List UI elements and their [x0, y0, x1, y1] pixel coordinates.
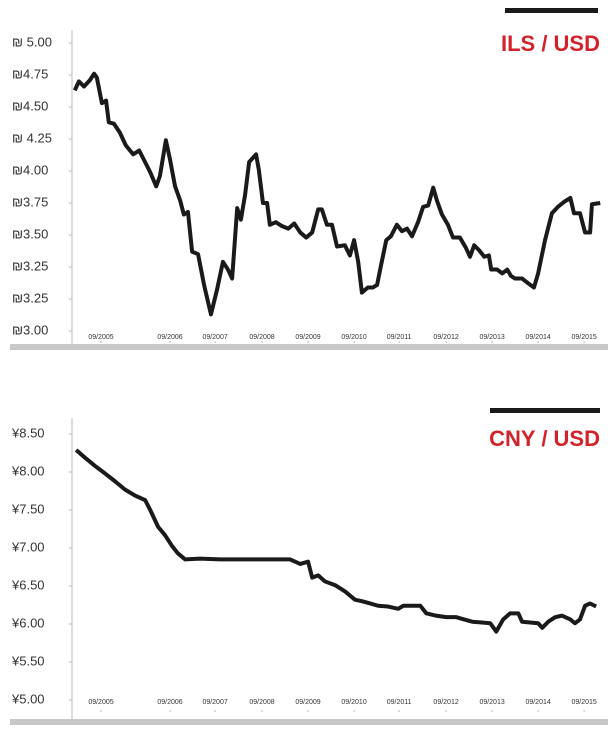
title-bar [490, 408, 600, 413]
x-tick-label: 09/2005 [88, 699, 113, 706]
x-tick-label: 09/2011 [387, 699, 412, 706]
bottom-band [10, 719, 608, 725]
title-bar [505, 8, 598, 13]
y-tick-label: ₪ 4.25 [12, 130, 52, 145]
x-tick-label: 09/2013 [479, 334, 504, 341]
x-tick-label: 09/2010 [341, 699, 366, 706]
y-tick-label: ¥7.00 [11, 539, 45, 554]
line [72, 71, 601, 317]
y-tick-label: ¥6.50 [11, 577, 45, 592]
y-tick-label: ¥5.00 [11, 691, 45, 706]
x-tick-label: 09/2009 [295, 699, 320, 706]
x-tick-label: 09/2008 [249, 699, 274, 706]
y-tick-label: ¥7.50 [11, 501, 45, 516]
chart-title: CNY / USD [489, 426, 600, 451]
x-tick-label: 09/2012 [433, 334, 458, 341]
y-tick-label: ₪4.75 [12, 66, 48, 81]
y-tick-label: ₪4.50 [12, 98, 48, 113]
x-tick-label: 09/2006 [157, 334, 182, 341]
y-tick-label: ¥6.00 [11, 615, 45, 630]
bottom-band [10, 344, 608, 350]
x-tick-label: 09/2008 [249, 334, 274, 341]
x-tick-label: 09/2015 [571, 699, 596, 706]
x-tick-label: 09/2009 [295, 334, 320, 341]
x-tick-label: 09/2013 [479, 699, 504, 706]
y-tick-label: ₪3.75 [12, 194, 48, 209]
y-tick-label: ¥5.50 [11, 653, 45, 668]
x-tick-label: 09/2010 [341, 334, 366, 341]
x-tick-label: 09/2006 [157, 699, 182, 706]
x-tick-label: 09/2007 [202, 334, 227, 341]
x-tick-label: 09/2007 [202, 699, 227, 706]
y-tick-label: ₪3.25 [12, 258, 48, 273]
y-tick-label: ₪3.50 [12, 226, 48, 241]
y-tick-label: ¥8.50 [11, 425, 45, 440]
x-tick-label: 09/2014 [525, 699, 550, 706]
y-tick-label: ₪3.25 [12, 290, 48, 305]
x-tick-label: 09/2011 [387, 334, 412, 341]
x-tick-label: 09/2005 [88, 334, 113, 341]
x-tick-label: 09/2014 [525, 334, 550, 341]
y-tick-label: ₪3.00 [12, 322, 48, 337]
y-tick-label: ¥8.00 [11, 463, 45, 478]
chart-title: ILS / USD [501, 31, 600, 56]
line [74, 448, 598, 634]
x-tick-label: 09/2015 [571, 334, 596, 341]
x-tick-label: 09/2012 [433, 699, 458, 706]
y-tick-label: ₪ 5.00 [12, 34, 52, 49]
y-tick-label: ₪4.00 [12, 162, 48, 177]
